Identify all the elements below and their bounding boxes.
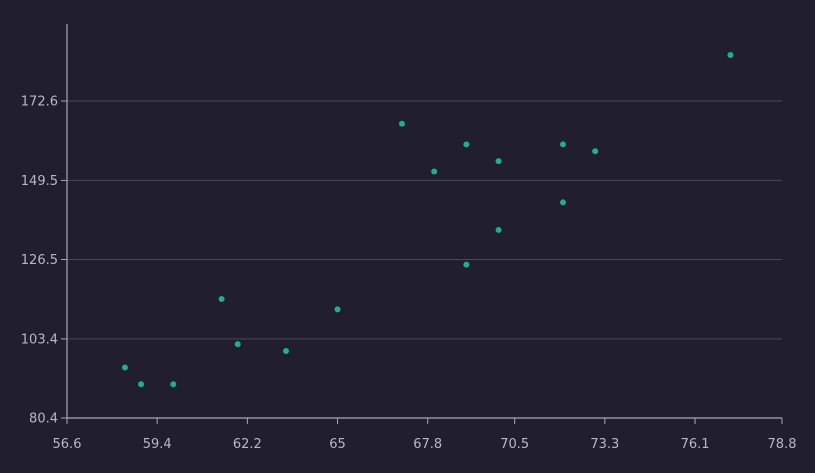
scatter-point <box>559 141 566 148</box>
scatter-point <box>463 261 470 268</box>
x-tick-label: 65 <box>329 437 346 452</box>
y-tick-label: 149.5 <box>21 174 58 189</box>
axis-layer <box>61 24 783 424</box>
x-tick-label: 62.2 <box>233 437 262 452</box>
y-tick-label: 172.6 <box>21 95 58 110</box>
scatter-point <box>431 168 438 175</box>
x-tick-label: 56.6 <box>53 437 82 452</box>
scatter-point <box>121 364 128 371</box>
tick-layer: 80.4 103.4 126.5 149.5 172.6 56.6 59.4 62.2 65 67… <box>21 95 797 452</box>
scatter-point <box>218 296 225 303</box>
scatter-point <box>234 341 241 348</box>
grid-layer <box>67 100 782 340</box>
x-tick-label: 59.4 <box>143 437 172 452</box>
scatter-point <box>495 226 502 233</box>
scatter-point <box>495 158 502 165</box>
scatter-point <box>463 141 470 148</box>
y-tick-label: 103.4 <box>21 332 58 347</box>
scatter-point <box>592 148 599 155</box>
x-tick-label: 73.3 <box>590 437 619 452</box>
scatter-point <box>283 347 290 354</box>
scatter-point <box>559 199 566 206</box>
scatter-point <box>334 306 341 313</box>
y-tick-label: 126.5 <box>21 253 58 268</box>
x-tick-label: 78.8 <box>768 437 797 452</box>
scatter-point <box>727 51 734 58</box>
scatter-point <box>138 381 145 388</box>
x-tick-label: 67.8 <box>413 437 442 452</box>
point-layer <box>121 51 734 388</box>
scatter-point <box>398 120 405 127</box>
x-tick-label: 70.5 <box>500 437 529 452</box>
x-tick-label: 76.1 <box>681 437 710 452</box>
y-tick-label: 80.4 <box>29 412 58 427</box>
scatter-point <box>170 381 177 388</box>
